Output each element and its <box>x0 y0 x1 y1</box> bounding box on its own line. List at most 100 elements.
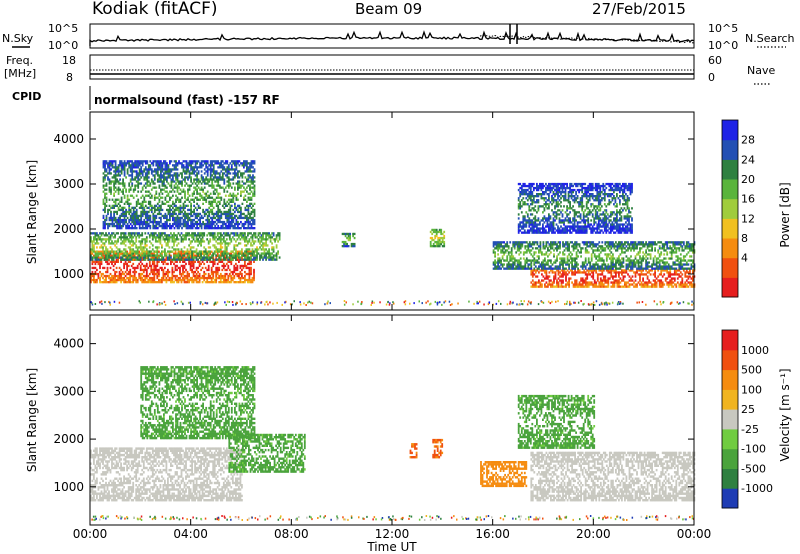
heat-cell-morning_upper <box>160 160 162 163</box>
heat-cell-evening_sea_scatter <box>607 285 610 288</box>
heat-cell-evening_sea_scatter <box>587 269 590 272</box>
heat-cell-morning_upper <box>244 206 247 209</box>
heat-cell-morning_upper <box>232 178 235 181</box>
heat-cell-morning_upper <box>211 208 214 212</box>
heat-cell-morning_sea_scatter <box>224 281 227 284</box>
heat-cell-morning_upper <box>237 186 239 189</box>
heat-cell-morning_halo <box>222 240 225 243</box>
heat-cell-morning_upper <box>141 160 144 163</box>
heat-cell-morning_upper <box>166 224 168 228</box>
heat-cell-evening_sea_scatter <box>572 283 575 286</box>
heat-cell-evening_sea_scatter <box>581 271 584 274</box>
heat-cell-morning_upper <box>140 220 143 224</box>
heat-cell-morning_upper <box>102 190 105 193</box>
heat-cell-patch_14h <box>432 245 435 248</box>
heat-cell-morning_upper <box>131 176 134 179</box>
heat-cell-morning_sea_scatter <box>129 270 132 274</box>
heat-cell-evening_sea_scatter <box>568 277 570 280</box>
heat-cell-evening_sea_scatter <box>642 279 644 282</box>
heat-cell-evening_halo <box>515 251 518 254</box>
heat-cell-morning_upper <box>131 166 134 169</box>
heat-cell-morning_halo <box>183 258 186 261</box>
heat-cell-evening_halo <box>518 265 521 268</box>
heat-cell-morning_sea_scatter <box>93 254 95 257</box>
heat-cell-evening_sea_scatter <box>658 283 661 286</box>
heat-cell-patch_10h <box>352 232 354 236</box>
heat-cell-morning_halo <box>130 248 133 251</box>
heat-cell-evening_halo <box>510 247 513 250</box>
heat-cell-evening_halo <box>542 267 545 270</box>
heat-cell-morning_halo <box>124 252 127 255</box>
heat-cell-evening_sea_scatter <box>596 273 599 276</box>
heat-cell-morning_upper <box>172 202 174 205</box>
heat-cell-morning_sea_scatter <box>248 262 251 266</box>
beam-title: Beam 09 <box>355 0 422 18</box>
heat-cell-morning_upper <box>232 182 235 185</box>
heat-cell-evening_sea_scatter <box>559 271 561 274</box>
heat-cell-morning_upper <box>247 208 250 212</box>
heat-cell-morning_upper <box>241 190 244 193</box>
heat-cell-morning_upper <box>149 196 152 199</box>
heat-cell-morning_halo <box>145 240 148 243</box>
heat-cell-morning_halo <box>139 252 142 255</box>
heat-cell-morning_upper <box>122 184 124 187</box>
heat-cell-morning_sea_scatter <box>133 268 136 272</box>
heat-cell-morning_halo <box>227 244 230 247</box>
heat-cell-morning_upper <box>156 212 159 216</box>
heat-cell-morning_upper <box>191 220 194 224</box>
heat-cell-morning_halo <box>180 240 183 243</box>
heat-cell-morning_halo <box>195 234 198 237</box>
heat-cell-morning_halo <box>136 252 139 255</box>
heat-cell-morning_halo <box>100 234 103 237</box>
heat-cell-morning_sea_scatter <box>188 281 190 284</box>
heat-cell-morning_sea_scatter <box>115 258 118 261</box>
heat-cell-morning_upper <box>247 174 250 177</box>
heat-cell-evening_sea_scatter <box>636 285 638 288</box>
heat-cell-morning_halo <box>90 254 92 257</box>
heat-cell-morning_halo <box>197 254 199 257</box>
heat-cell-morning_upper <box>137 172 140 175</box>
heat-cell-morning_sea_scatter <box>192 264 195 268</box>
heat-cell-morning_halo <box>99 238 101 241</box>
heat-cell-morning_upper <box>230 200 233 203</box>
heat-cell-morning_sea_scatter <box>167 270 169 274</box>
heat-cell-morning_upper <box>188 194 191 197</box>
heat-cell-morning_upper <box>217 192 220 195</box>
heat-cell-morning_upper <box>161 184 164 187</box>
heat-cell-morning_upper <box>164 222 167 226</box>
heat-cell-morning_sea_scatter <box>197 274 199 278</box>
heat-cell-morning_upper <box>217 184 220 187</box>
heat-cell-evening_sea_scatter <box>666 277 669 280</box>
heat-cell-morning_sea_scatter <box>188 260 190 263</box>
heat-cell-morning_halo <box>173 256 175 259</box>
heat-cell-morning_upper <box>224 222 227 226</box>
heat-cell-morning_upper <box>214 176 217 179</box>
heat-cell-evening_sea_scatter <box>599 269 602 272</box>
heat-cell-evening_sea_scatter <box>583 279 586 282</box>
heat-cell-morning_sea_scatter <box>238 260 240 263</box>
heat-cell-morning_upper <box>123 160 126 163</box>
heat-cell-morning_upper <box>113 216 115 220</box>
heat-cell-morning_halo <box>219 236 222 239</box>
heat-cell-evening_sea_scatter <box>581 283 584 286</box>
heat-cell-morning_upper <box>250 176 253 179</box>
heat-cell-morning_halo <box>139 242 142 245</box>
heat-cell-morning_sea_scatter <box>212 270 215 274</box>
heat-cell-evening_halo <box>495 267 498 270</box>
heat-cell-patch_14h <box>441 240 444 244</box>
heat-cell-morning_upper <box>182 204 185 207</box>
heat-cell-morning_sea_scatter <box>118 274 121 278</box>
heat-cell-patch_10h <box>349 238 351 242</box>
heat-cell-morning_upper <box>229 212 232 216</box>
heat-cell-morning_halo <box>242 238 245 241</box>
heat-cell-morning_sea_scatter <box>164 278 166 282</box>
heat-cell-morning_upper <box>237 172 239 175</box>
heat-cell-morning_sea_scatter <box>227 274 230 278</box>
heat-cell-morning_halo <box>142 248 145 251</box>
heat-cell-evening_halo <box>510 253 513 256</box>
heat-cell-morning_sea_scatter <box>168 252 171 255</box>
heat-cell-morning_upper <box>249 168 251 171</box>
heat-cell-morning_sea_scatter <box>94 266 97 270</box>
heat-cell-evening_sea_scatter <box>584 281 587 284</box>
heat-cell-morning_halo <box>233 246 236 249</box>
